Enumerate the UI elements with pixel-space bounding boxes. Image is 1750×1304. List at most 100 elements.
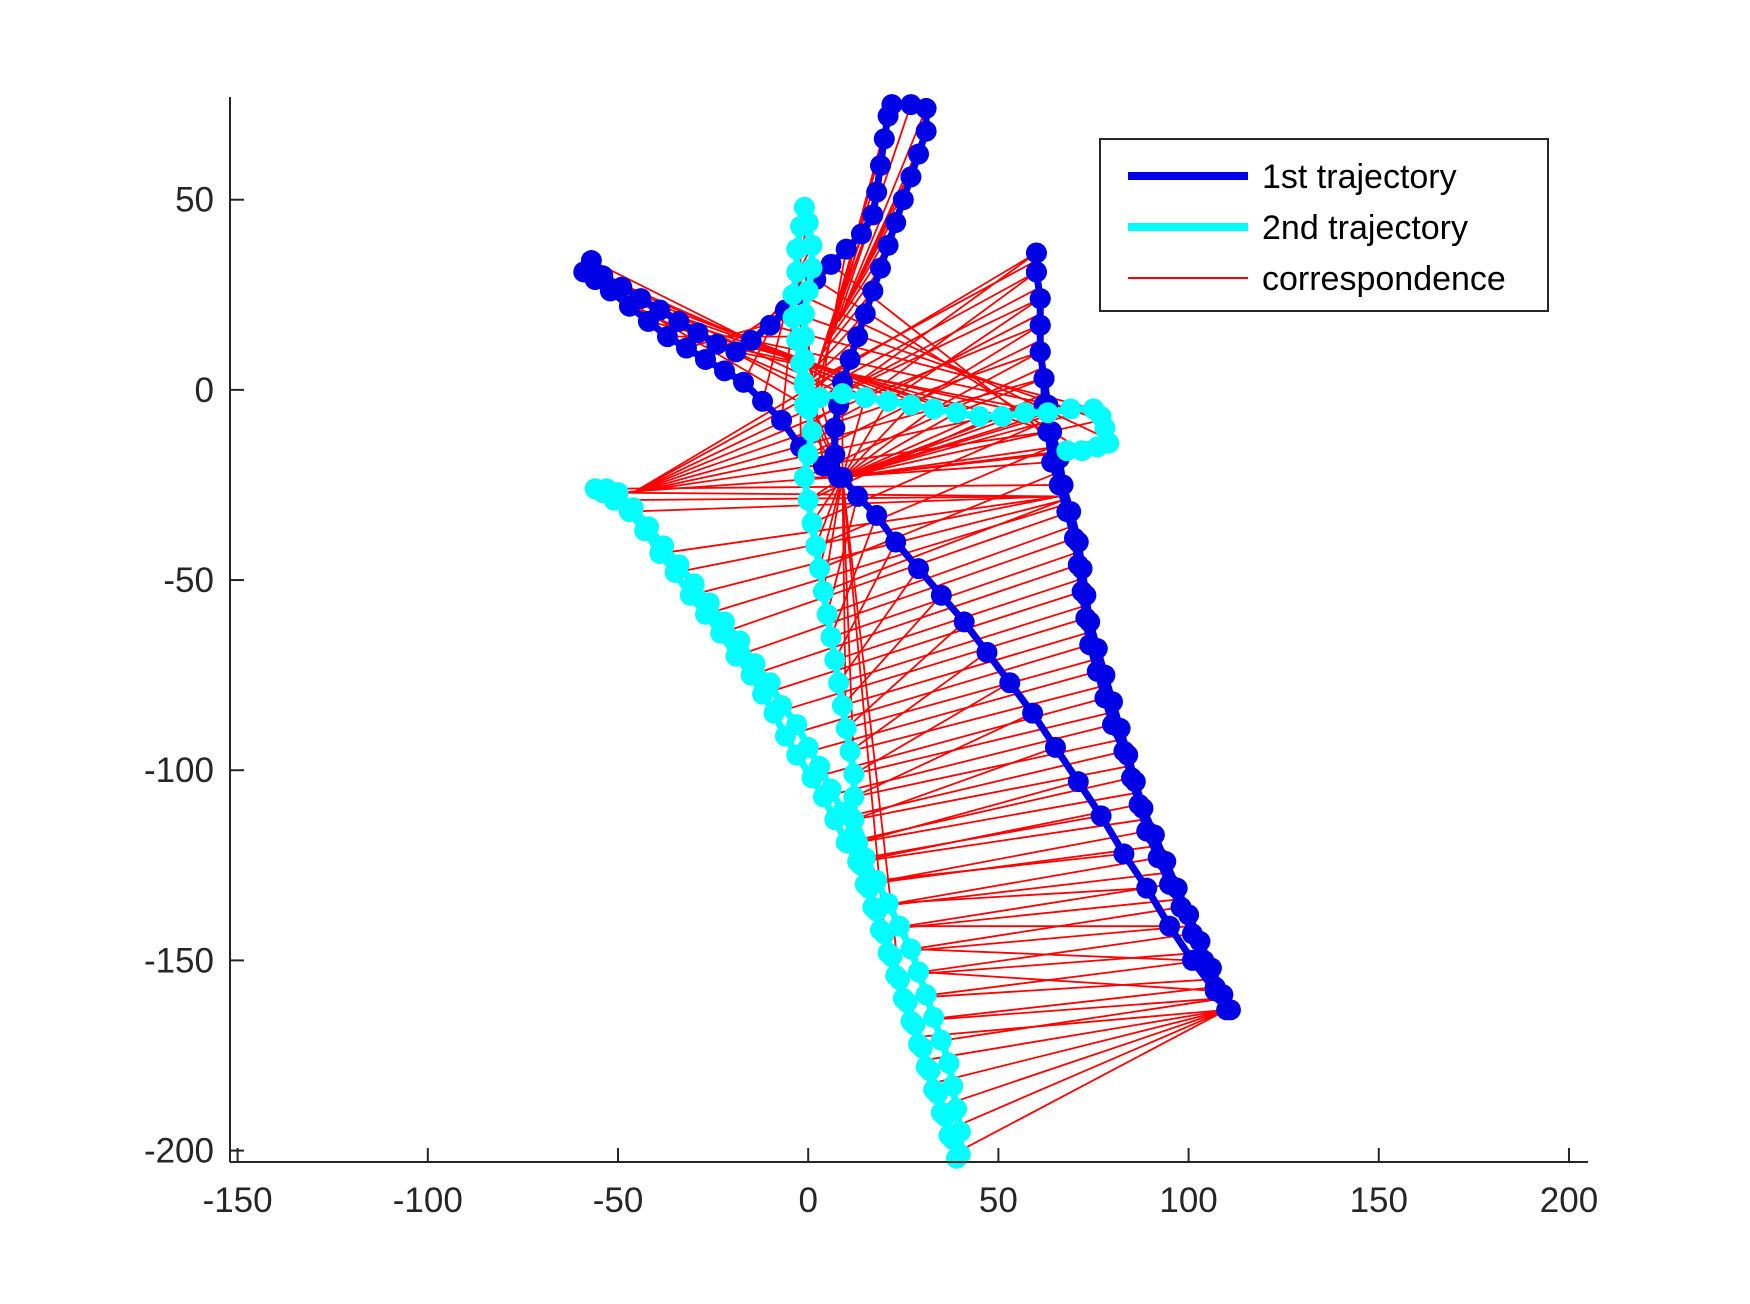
correspondence-line bbox=[818, 477, 844, 569]
second-trajectory-point bbox=[622, 497, 644, 519]
first-trajectory-point bbox=[847, 485, 869, 507]
first-trajectory-point bbox=[1025, 261, 1047, 283]
first-trajectory-point bbox=[759, 314, 781, 336]
first-trajectory-point bbox=[649, 299, 671, 321]
first-trajectory-point bbox=[877, 234, 899, 256]
second-trajectory-point bbox=[801, 421, 823, 443]
second-trajectory-point bbox=[858, 877, 880, 899]
legend: 1st trajectory 2nd trajectory corresponden… bbox=[1099, 138, 1549, 312]
legend-label: correspondence bbox=[1262, 260, 1506, 298]
first-trajectory-point bbox=[611, 276, 633, 298]
first-trajectory-point bbox=[752, 390, 774, 412]
first-trajectory-point bbox=[725, 341, 747, 363]
correspondence-line bbox=[826, 525, 1071, 616]
correspondence-line bbox=[814, 477, 844, 547]
first-trajectory-point bbox=[869, 154, 891, 176]
correspondence-line bbox=[929, 1008, 1227, 1061]
series-2nd-trajectory bbox=[584, 196, 1120, 1169]
correspondence-line bbox=[735, 537, 1075, 657]
first-trajectory-point bbox=[1029, 288, 1051, 310]
second-trajectory-point bbox=[904, 1014, 926, 1036]
first-trajectory-point bbox=[1181, 949, 1203, 971]
second-trajectory-point bbox=[923, 1006, 945, 1028]
second-trajectory-point bbox=[793, 371, 815, 393]
correspondence-line bbox=[841, 397, 867, 478]
correspondence-line bbox=[822, 290, 874, 353]
first-trajectory-point bbox=[1029, 314, 1051, 336]
correspondence-line bbox=[887, 906, 1182, 954]
second-trajectory-point bbox=[843, 786, 865, 808]
second-trajectory-point bbox=[797, 736, 819, 758]
second-trajectory-point bbox=[797, 280, 819, 302]
second-trajectory-point bbox=[915, 984, 937, 1006]
first-trajectory-point bbox=[1090, 805, 1112, 827]
correspondence-line bbox=[918, 970, 1216, 992]
first-trajectory-point bbox=[687, 322, 709, 344]
correspondence-line bbox=[841, 400, 889, 478]
first-trajectory-point bbox=[1117, 744, 1139, 766]
x-tick-label: 200 bbox=[1540, 1181, 1598, 1220]
correspondence-line bbox=[956, 377, 1045, 414]
first-trajectory-point bbox=[1025, 242, 1047, 264]
second-trajectory-point bbox=[900, 938, 922, 960]
x-tick-label: 50 bbox=[979, 1181, 1018, 1220]
first-trajectory-point bbox=[694, 348, 716, 370]
first-trajectory-point bbox=[915, 120, 937, 142]
second-trajectory-point bbox=[831, 383, 853, 405]
first-trajectory-point bbox=[862, 204, 884, 226]
x-axis-ticks: -150 -100 -50 0 50 100 150 200 bbox=[203, 1148, 1598, 1220]
first-trajectory-point bbox=[1075, 584, 1097, 606]
y-tick-label: -150 bbox=[144, 941, 214, 980]
second-trajectory-point bbox=[771, 695, 793, 717]
correspondence-line bbox=[830, 267, 882, 338]
x-tick-label: 100 bbox=[1159, 1181, 1217, 1220]
second-trajectory-point bbox=[831, 695, 853, 717]
correspondence-line bbox=[952, 1009, 1227, 1129]
second-trajectory-point bbox=[1060, 398, 1082, 420]
correspondence-line bbox=[845, 621, 965, 730]
first-trajectory-point bbox=[824, 417, 846, 439]
second-trajectory-point bbox=[911, 1037, 933, 1059]
first-trajectory-point bbox=[1166, 877, 1188, 899]
correspondence-line bbox=[922, 1008, 1227, 1038]
correspondence-line bbox=[750, 563, 1079, 676]
correspondence-line bbox=[841, 594, 943, 707]
correspondence-line bbox=[895, 951, 1201, 977]
first-trajectory-point bbox=[656, 326, 678, 348]
second-trajectory-point bbox=[759, 672, 781, 694]
correspondence-line bbox=[834, 750, 1125, 821]
first-trajectory-point bbox=[1052, 474, 1074, 496]
second-trajectory-point bbox=[946, 402, 968, 424]
correspondence-line bbox=[853, 712, 1109, 775]
legend-entries: 1st trajectory 2nd trajectory corresponden… bbox=[1128, 158, 1506, 298]
second-trajectory-point bbox=[908, 961, 930, 983]
correspondence-line bbox=[918, 997, 1223, 1045]
first-trajectory-point bbox=[1044, 736, 1066, 758]
first-trajectory-point bbox=[839, 348, 861, 370]
first-trajectory-point bbox=[892, 189, 914, 211]
x-tick-label: -50 bbox=[593, 1181, 644, 1220]
axes: -150 -100 -50 0 50 100 150 200 -200 -150 -100 -50 0… bbox=[144, 97, 1598, 1220]
first-trajectory-point bbox=[675, 337, 697, 359]
first-trajectory-point bbox=[1159, 915, 1181, 937]
correspondence-line bbox=[861, 818, 1144, 863]
correspondence-line bbox=[880, 883, 1170, 931]
second-trajectory-point bbox=[1037, 402, 1059, 424]
first-trajectory-point bbox=[1094, 664, 1116, 686]
second-trajectory-point bbox=[729, 630, 751, 652]
correspondence-line bbox=[842, 449, 1067, 479]
correspondence-line bbox=[807, 335, 859, 383]
first-trajectory-point bbox=[1204, 980, 1226, 1002]
correspondence-line bbox=[815, 313, 866, 368]
correspondence-line bbox=[674, 495, 1060, 574]
second-trajectory-point bbox=[793, 326, 815, 348]
second-trajectory-point bbox=[866, 900, 888, 922]
correspondence-line bbox=[773, 617, 1087, 715]
second-trajectory-point bbox=[934, 1105, 956, 1127]
first-trajectory-point bbox=[1219, 999, 1241, 1021]
first-trajectory-point bbox=[733, 371, 755, 393]
second-trajectory-point bbox=[824, 649, 846, 671]
y-axis-ticks: -200 -150 -100 -50 0 50 bbox=[144, 181, 244, 1171]
correspondence-line bbox=[823, 723, 1113, 798]
